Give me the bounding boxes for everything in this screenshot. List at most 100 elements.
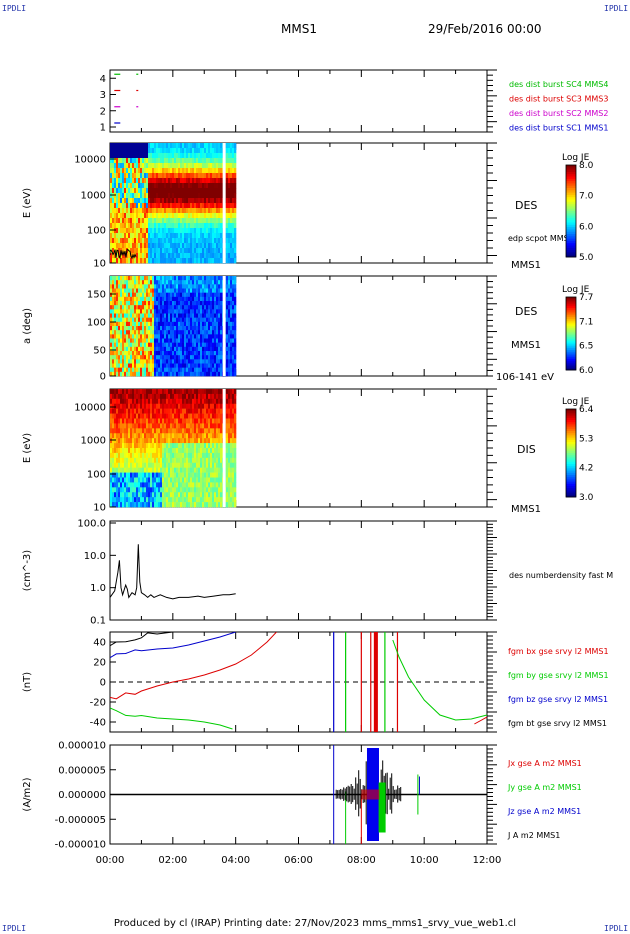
des-pitch-cell xyxy=(204,280,207,285)
des-energy-cell xyxy=(138,243,141,249)
des-energy-cell xyxy=(132,173,135,179)
des-energy-cell xyxy=(216,153,219,159)
des-energy-cell xyxy=(202,143,205,149)
dis-energy-cell xyxy=(128,389,131,395)
des-pitch-cell xyxy=(150,330,153,335)
des-pitch-cell xyxy=(196,367,199,373)
dis-energy-cell xyxy=(148,457,151,464)
des-pitch-cell xyxy=(200,321,203,327)
des-pitch-cell xyxy=(132,342,135,348)
dis-energy-cell xyxy=(150,467,153,473)
des-energy-cell xyxy=(188,203,191,209)
des-pitch-colorbar-cell xyxy=(566,346,576,349)
dis-energy-cell xyxy=(122,487,125,493)
des-energy-cell xyxy=(156,203,159,209)
dis-energy-cell xyxy=(174,438,177,444)
des-energy-cell xyxy=(206,198,209,204)
dis-energy-cell xyxy=(178,389,181,395)
des-energy-cell xyxy=(118,183,121,189)
des-pitch-cell xyxy=(232,371,235,377)
des-pitch-cell xyxy=(120,326,123,331)
des-pitch-cell xyxy=(210,330,213,335)
des-pitch-colorbar-tick: 6.5 xyxy=(579,342,593,352)
dis-energy-cell xyxy=(202,482,205,488)
des-pitch-cell xyxy=(174,292,177,298)
des-energy-cell xyxy=(168,248,171,254)
dis-energy-cell xyxy=(152,467,155,473)
des-energy-cell xyxy=(132,238,135,244)
des-pitch-cell xyxy=(230,280,233,285)
des-pitch-cell xyxy=(226,330,229,335)
des-pitch-cell xyxy=(206,317,209,323)
des-pitch-cell xyxy=(212,309,215,314)
des-energy-cell xyxy=(190,213,193,219)
des-energy-cell xyxy=(152,213,155,219)
dis-energy-cell xyxy=(178,502,181,508)
dis-energy-cell xyxy=(184,482,187,488)
des-pitch-cell xyxy=(176,288,179,293)
des-energy-cell xyxy=(118,163,121,169)
des-pitch-cell xyxy=(230,309,233,314)
dis-energy-cell xyxy=(134,418,137,424)
des-energy-cell xyxy=(214,188,217,194)
des-energy-cell xyxy=(166,223,169,229)
des-pitch-cell xyxy=(114,276,117,281)
dis-energy-cell xyxy=(132,389,135,395)
des-pitch-cell xyxy=(206,301,209,306)
dis-energy-cell xyxy=(182,438,185,444)
des-pitch-cell xyxy=(172,346,175,352)
dis-energy-cell xyxy=(148,433,151,439)
des-pitch-cell xyxy=(110,367,113,373)
des-energy-cell xyxy=(154,148,157,154)
des-pitch-cell xyxy=(180,342,183,348)
dis-energy-cell xyxy=(234,418,237,424)
des-pitch-cell xyxy=(128,330,131,335)
des-energy-cell xyxy=(126,153,129,159)
des-energy-cell xyxy=(126,183,129,189)
des-pitch-cell xyxy=(126,367,129,373)
des-energy-cell xyxy=(150,158,153,164)
des-energy-cell xyxy=(220,173,223,179)
des-pitch-cell xyxy=(194,317,197,323)
des-energy-cell xyxy=(172,248,175,254)
dis-energy-cell xyxy=(202,433,205,439)
des-pitch-cell xyxy=(160,288,163,293)
dis-energy-cell xyxy=(204,408,207,414)
des-pitch-cell xyxy=(230,355,233,360)
des-energy-cell xyxy=(160,208,163,214)
dis-energy-cell xyxy=(130,413,133,419)
dis-energy-cell xyxy=(124,389,127,395)
des-energy-cell xyxy=(204,178,207,184)
des-pitch-cell xyxy=(156,359,159,364)
des-energy-colorbar-cell xyxy=(566,165,576,168)
des-energy-cell xyxy=(184,228,187,234)
des-energy-cell xyxy=(134,173,137,179)
dis-energy-cell xyxy=(112,413,115,419)
dis-energy-cell xyxy=(150,403,153,409)
des-energy-cell xyxy=(134,183,137,189)
dis-energy-cell xyxy=(170,408,173,414)
des-pitch-cell xyxy=(188,296,191,302)
dis-energy-cell xyxy=(218,462,221,468)
des-pitch-cell xyxy=(110,284,113,289)
des-pitch-cell xyxy=(178,371,181,377)
des-energy-cell xyxy=(134,243,137,249)
des-energy-cell xyxy=(166,148,169,154)
des-pitch-cell xyxy=(206,296,209,302)
des-pitch-cell xyxy=(186,371,189,377)
des-pitch-cell xyxy=(152,284,155,289)
des-pitch-cell xyxy=(188,301,191,306)
des-pitch-cell xyxy=(186,305,189,310)
des-pitch-cell xyxy=(110,317,113,323)
des-pitch-cell xyxy=(168,284,171,289)
des-energy-cell xyxy=(212,198,215,204)
des-pitch-cell xyxy=(150,296,153,302)
dis-energy-cell xyxy=(198,477,201,483)
des-pitch-cell xyxy=(186,326,189,331)
des-energy-cell xyxy=(208,208,211,214)
dis-energy-colorbar-tick: 4.2 xyxy=(579,464,593,474)
des-energy-cell xyxy=(118,203,121,209)
des-pitch-cell xyxy=(114,284,117,289)
des-pitch-colorbar-cell xyxy=(566,300,576,303)
dis-energy-cell xyxy=(140,502,143,508)
